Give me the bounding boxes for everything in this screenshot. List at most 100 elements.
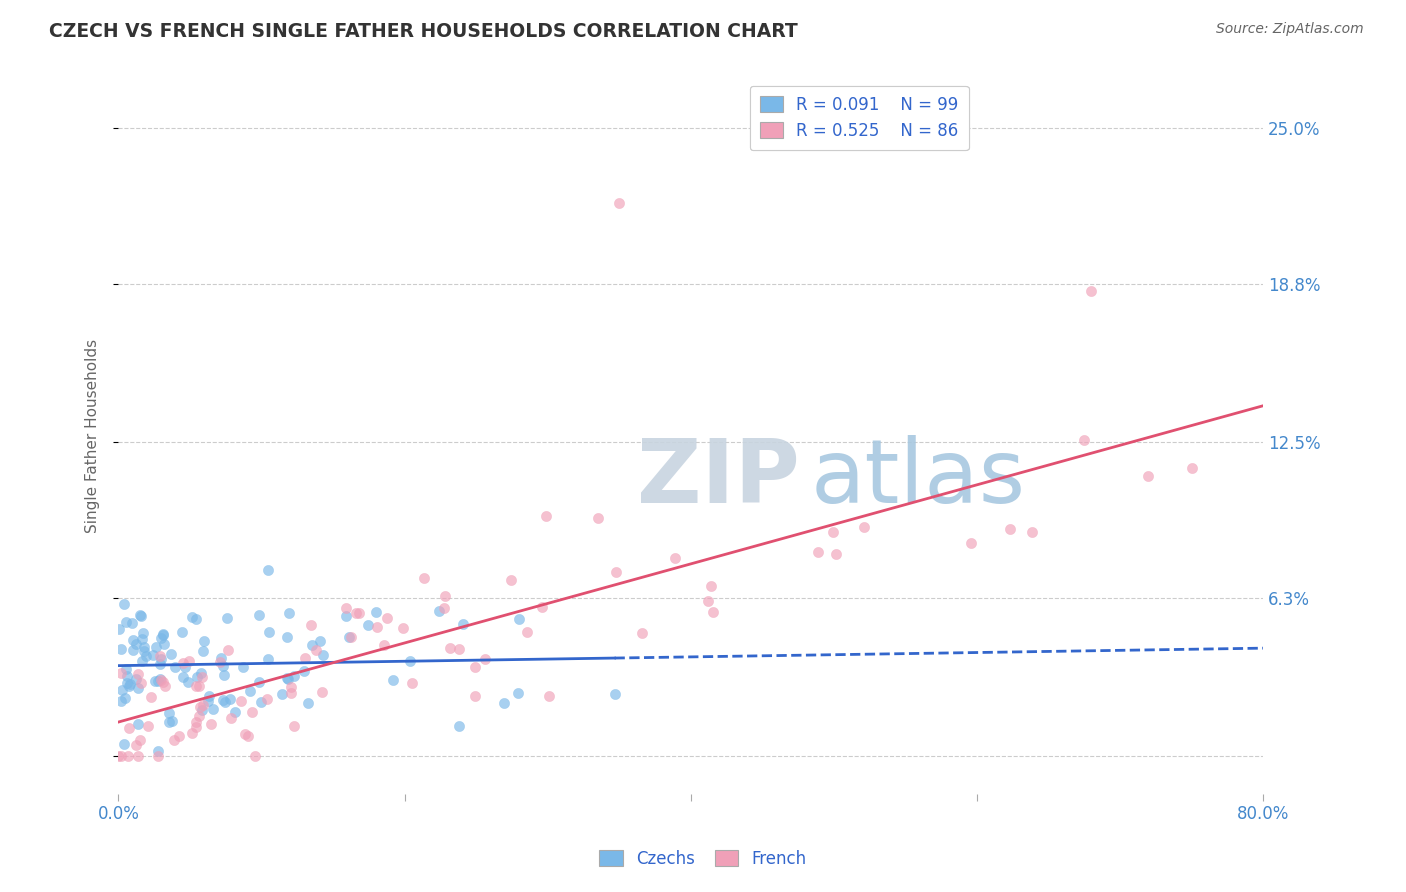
Point: [530, 599, 553, 614]
Point: [172, 624, 194, 639]
Point: [464, 660, 486, 674]
Point: [122, 642, 145, 657]
Point: [447, 641, 470, 656]
Point: [127, 681, 149, 695]
Point: [807, 545, 830, 559]
Point: [214, 695, 236, 709]
Point: [110, 749, 132, 764]
Point: [124, 672, 146, 686]
Point: [131, 654, 153, 668]
Point: [180, 726, 202, 740]
Point: [534, 509, 557, 524]
Point: [128, 607, 150, 622]
Point: [188, 700, 211, 714]
Point: [110, 642, 132, 657]
Point: [127, 717, 149, 731]
Point: [357, 618, 380, 632]
Point: [247, 675, 270, 690]
Point: [184, 720, 207, 734]
Point: [184, 679, 207, 693]
Point: [191, 698, 214, 712]
Point: [115, 615, 138, 629]
Point: [451, 616, 474, 631]
Point: [146, 674, 169, 689]
Point: [117, 721, 139, 735]
Point: [186, 612, 208, 626]
Point: [825, 547, 848, 561]
Point: [494, 696, 516, 710]
Point: [163, 660, 186, 674]
Point: [122, 633, 145, 648]
Point: [1136, 469, 1159, 483]
Point: [1021, 525, 1043, 540]
Point: [250, 695, 273, 709]
Point: [280, 680, 302, 694]
Point: [132, 643, 155, 657]
Point: [160, 714, 183, 728]
Point: [239, 684, 262, 698]
Point: [508, 612, 530, 626]
Legend: R = 0.091    N = 99, R = 0.525    N = 86: R = 0.091 N = 99, R = 0.525 N = 86: [749, 86, 969, 150]
Point: [212, 667, 235, 681]
Point: [152, 628, 174, 642]
Point: [283, 669, 305, 683]
Point: [366, 620, 388, 634]
Point: [208, 655, 231, 669]
Point: [1073, 433, 1095, 447]
Point: [197, 694, 219, 708]
Point: [145, 640, 167, 655]
Point: [211, 692, 233, 706]
Point: [224, 705, 246, 719]
Point: [631, 625, 654, 640]
Point: [959, 536, 981, 550]
Point: [167, 729, 190, 743]
Point: [218, 643, 240, 657]
Text: ZIP: ZIP: [637, 435, 800, 522]
Point: [115, 668, 138, 682]
Point: [311, 685, 333, 699]
Text: Source: ZipAtlas.com: Source: ZipAtlas.com: [1216, 22, 1364, 37]
Point: [347, 606, 370, 620]
Point: [146, 749, 169, 764]
Point: [159, 647, 181, 661]
Point: [193, 634, 215, 648]
Point: [696, 594, 718, 608]
Point: [1080, 284, 1102, 298]
Point: [271, 687, 294, 701]
Point: [219, 692, 242, 706]
Point: [280, 686, 302, 700]
Text: CZECH VS FRENCH SINGLE FATHER HOUSEHOLDS CORRELATION CHART: CZECH VS FRENCH SINGLE FATHER HOUSEHOLDS…: [49, 22, 799, 41]
Point: [150, 652, 173, 666]
Point: [191, 703, 214, 717]
Point: [256, 692, 278, 706]
Point: [212, 658, 235, 673]
Point: [233, 727, 256, 741]
Point: [413, 571, 436, 585]
Point: [132, 640, 155, 654]
Point: [163, 733, 186, 747]
Point: [115, 675, 138, 690]
Point: [209, 651, 232, 665]
Legend: Czechs, French: Czechs, French: [593, 844, 813, 875]
Point: [276, 630, 298, 644]
Point: [702, 605, 724, 619]
Point: [187, 679, 209, 693]
Point: [391, 621, 413, 635]
Point: [132, 625, 155, 640]
Point: [501, 573, 523, 587]
Point: [429, 603, 451, 617]
Point: [700, 579, 723, 593]
Point: [120, 677, 142, 691]
Point: [131, 609, 153, 624]
Point: [335, 608, 357, 623]
Point: [188, 709, 211, 723]
Point: [508, 685, 530, 699]
Point: [399, 654, 422, 668]
Point: [150, 632, 173, 646]
Point: [114, 690, 136, 705]
Point: [243, 749, 266, 764]
Point: [373, 638, 395, 652]
Point: [201, 702, 224, 716]
Point: [256, 563, 278, 577]
Point: [474, 652, 496, 666]
